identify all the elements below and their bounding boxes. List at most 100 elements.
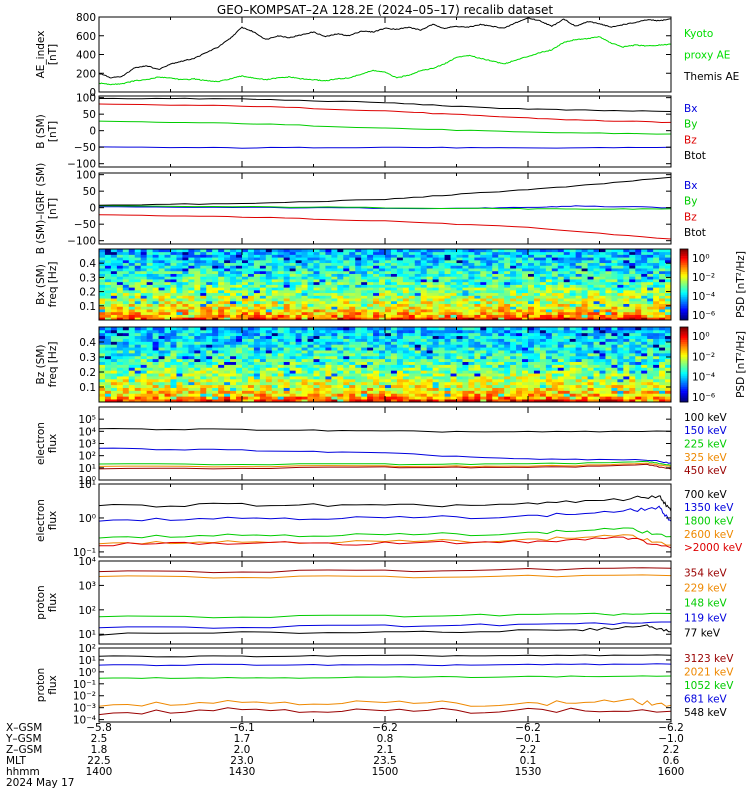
spectrogram-cell <box>647 287 654 291</box>
spectrogram-cell <box>617 314 624 318</box>
spectrogram-cell <box>104 358 112 363</box>
spectrogram-cell <box>99 287 106 291</box>
spectrogram-cell <box>247 361 255 365</box>
spectrogram-cell <box>236 390 243 394</box>
spectrogram-cell <box>402 262 410 266</box>
spectrogram-cell <box>194 289 201 294</box>
spectrogram-cell <box>343 381 350 386</box>
spectrogram-cell <box>533 367 541 371</box>
spectrogram-cell <box>504 384 511 388</box>
spectrogram-cell <box>635 314 642 318</box>
spectrogram-cell <box>492 370 499 374</box>
spectrogram-cell <box>462 259 469 264</box>
spectrogram-cell <box>563 361 571 365</box>
spectrogram-cell <box>99 292 106 296</box>
spectrogram-cell <box>188 284 195 288</box>
spectrogram-cell <box>319 270 326 274</box>
spectrogram-cell <box>104 268 112 272</box>
spectrogram-cell <box>313 329 320 334</box>
spectrogram-cell <box>343 270 350 274</box>
spectrogram-cell <box>551 262 559 266</box>
spectrogram-cell <box>557 344 565 348</box>
spectrogram-cell <box>474 327 481 331</box>
spectrogram-cell <box>206 347 213 351</box>
spectrogram-cell <box>247 284 255 288</box>
spectrogram-cell <box>301 259 308 264</box>
spectrogram-cell <box>545 298 553 302</box>
spectrogram-cell <box>361 289 368 294</box>
spectrogram-cell <box>128 329 136 334</box>
spectrogram-cell <box>462 347 469 351</box>
spectrogram-cell <box>599 344 606 348</box>
spectrogram-cell <box>152 364 159 368</box>
spectrogram-cell <box>438 314 445 318</box>
spectrogram-cell <box>528 347 535 351</box>
spectrogram-cell <box>402 387 410 391</box>
spectrogram-cell <box>158 384 165 388</box>
legend-entry: Kyoto <box>684 28 713 40</box>
spectrogram-cell <box>224 378 231 383</box>
spectrogram-cell <box>361 327 368 331</box>
spectrogram-cell <box>104 314 112 318</box>
spectrogram-cell <box>134 329 142 334</box>
spectrogram-cell <box>480 292 487 296</box>
spectrogram-cell <box>307 287 314 291</box>
spectrogram-cell <box>390 387 398 391</box>
spectrogram-cell <box>116 306 124 310</box>
spectrogram-cell <box>444 373 451 377</box>
spectrogram-cell <box>283 399 291 403</box>
spectrogram-cell <box>325 399 332 403</box>
spectrogram-cell <box>289 399 297 403</box>
spectrogram-cell <box>641 270 648 274</box>
spectrogram-cell <box>283 396 291 400</box>
spectrogram-cell <box>188 344 195 348</box>
spectrogram-cell <box>206 249 213 253</box>
spectrogram-cell <box>432 364 440 368</box>
spectrogram-cell <box>224 265 231 269</box>
spectrogram-cell <box>277 295 285 299</box>
spectrogram-cell <box>307 270 314 274</box>
spectrogram-cell <box>563 341 571 345</box>
spectrogram-cell <box>343 338 350 342</box>
spectrogram-cell <box>617 338 624 342</box>
spectrogram-cell <box>295 364 302 368</box>
spectrogram-cell <box>456 300 463 305</box>
spectrogram-cell <box>659 279 666 283</box>
spectrogram-cell <box>343 259 350 264</box>
spectrogram-cell <box>230 279 237 283</box>
spectrogram-cell <box>301 303 308 307</box>
spectrogram-cell <box>665 259 672 264</box>
spectrogram-cell <box>498 396 505 400</box>
spectrogram-cell <box>230 300 237 305</box>
spectrogram-cell <box>504 298 511 302</box>
spectrogram-cell <box>629 284 636 288</box>
spectrogram-cell <box>432 393 440 397</box>
spectrogram-cell <box>408 384 416 388</box>
spectrogram-cell <box>611 306 618 310</box>
spectrogram-cell <box>533 273 541 277</box>
spectrogram-cell <box>283 352 291 357</box>
spectrogram-cell <box>450 338 457 342</box>
spectrogram-cell <box>355 387 362 391</box>
spectrogram-cell <box>522 295 529 299</box>
spectrogram-cell <box>349 327 356 331</box>
spectrogram-cell <box>188 257 195 261</box>
spectrogram-cell <box>122 295 130 299</box>
spectrogram-cell <box>259 329 267 334</box>
spectrogram-cell <box>128 265 136 269</box>
spectrogram-cell <box>617 347 624 351</box>
spectrogram-cell <box>307 344 314 348</box>
spectrogram-cell <box>242 327 249 331</box>
spectrogram-cell <box>653 303 660 307</box>
spectrogram-cell <box>152 373 159 377</box>
spectrogram-cell <box>402 370 410 374</box>
spectrogram-cell <box>134 384 142 388</box>
spectrogram-cell <box>134 292 142 296</box>
spectrogram-cell <box>110 306 118 310</box>
spectrogram-cell <box>587 390 594 394</box>
spectrogram-cell <box>134 344 142 348</box>
spectrogram-cell <box>259 287 267 291</box>
spectrogram-cell <box>277 370 285 374</box>
spectrogram-cell <box>289 350 297 354</box>
spectrogram-cell <box>539 329 547 334</box>
